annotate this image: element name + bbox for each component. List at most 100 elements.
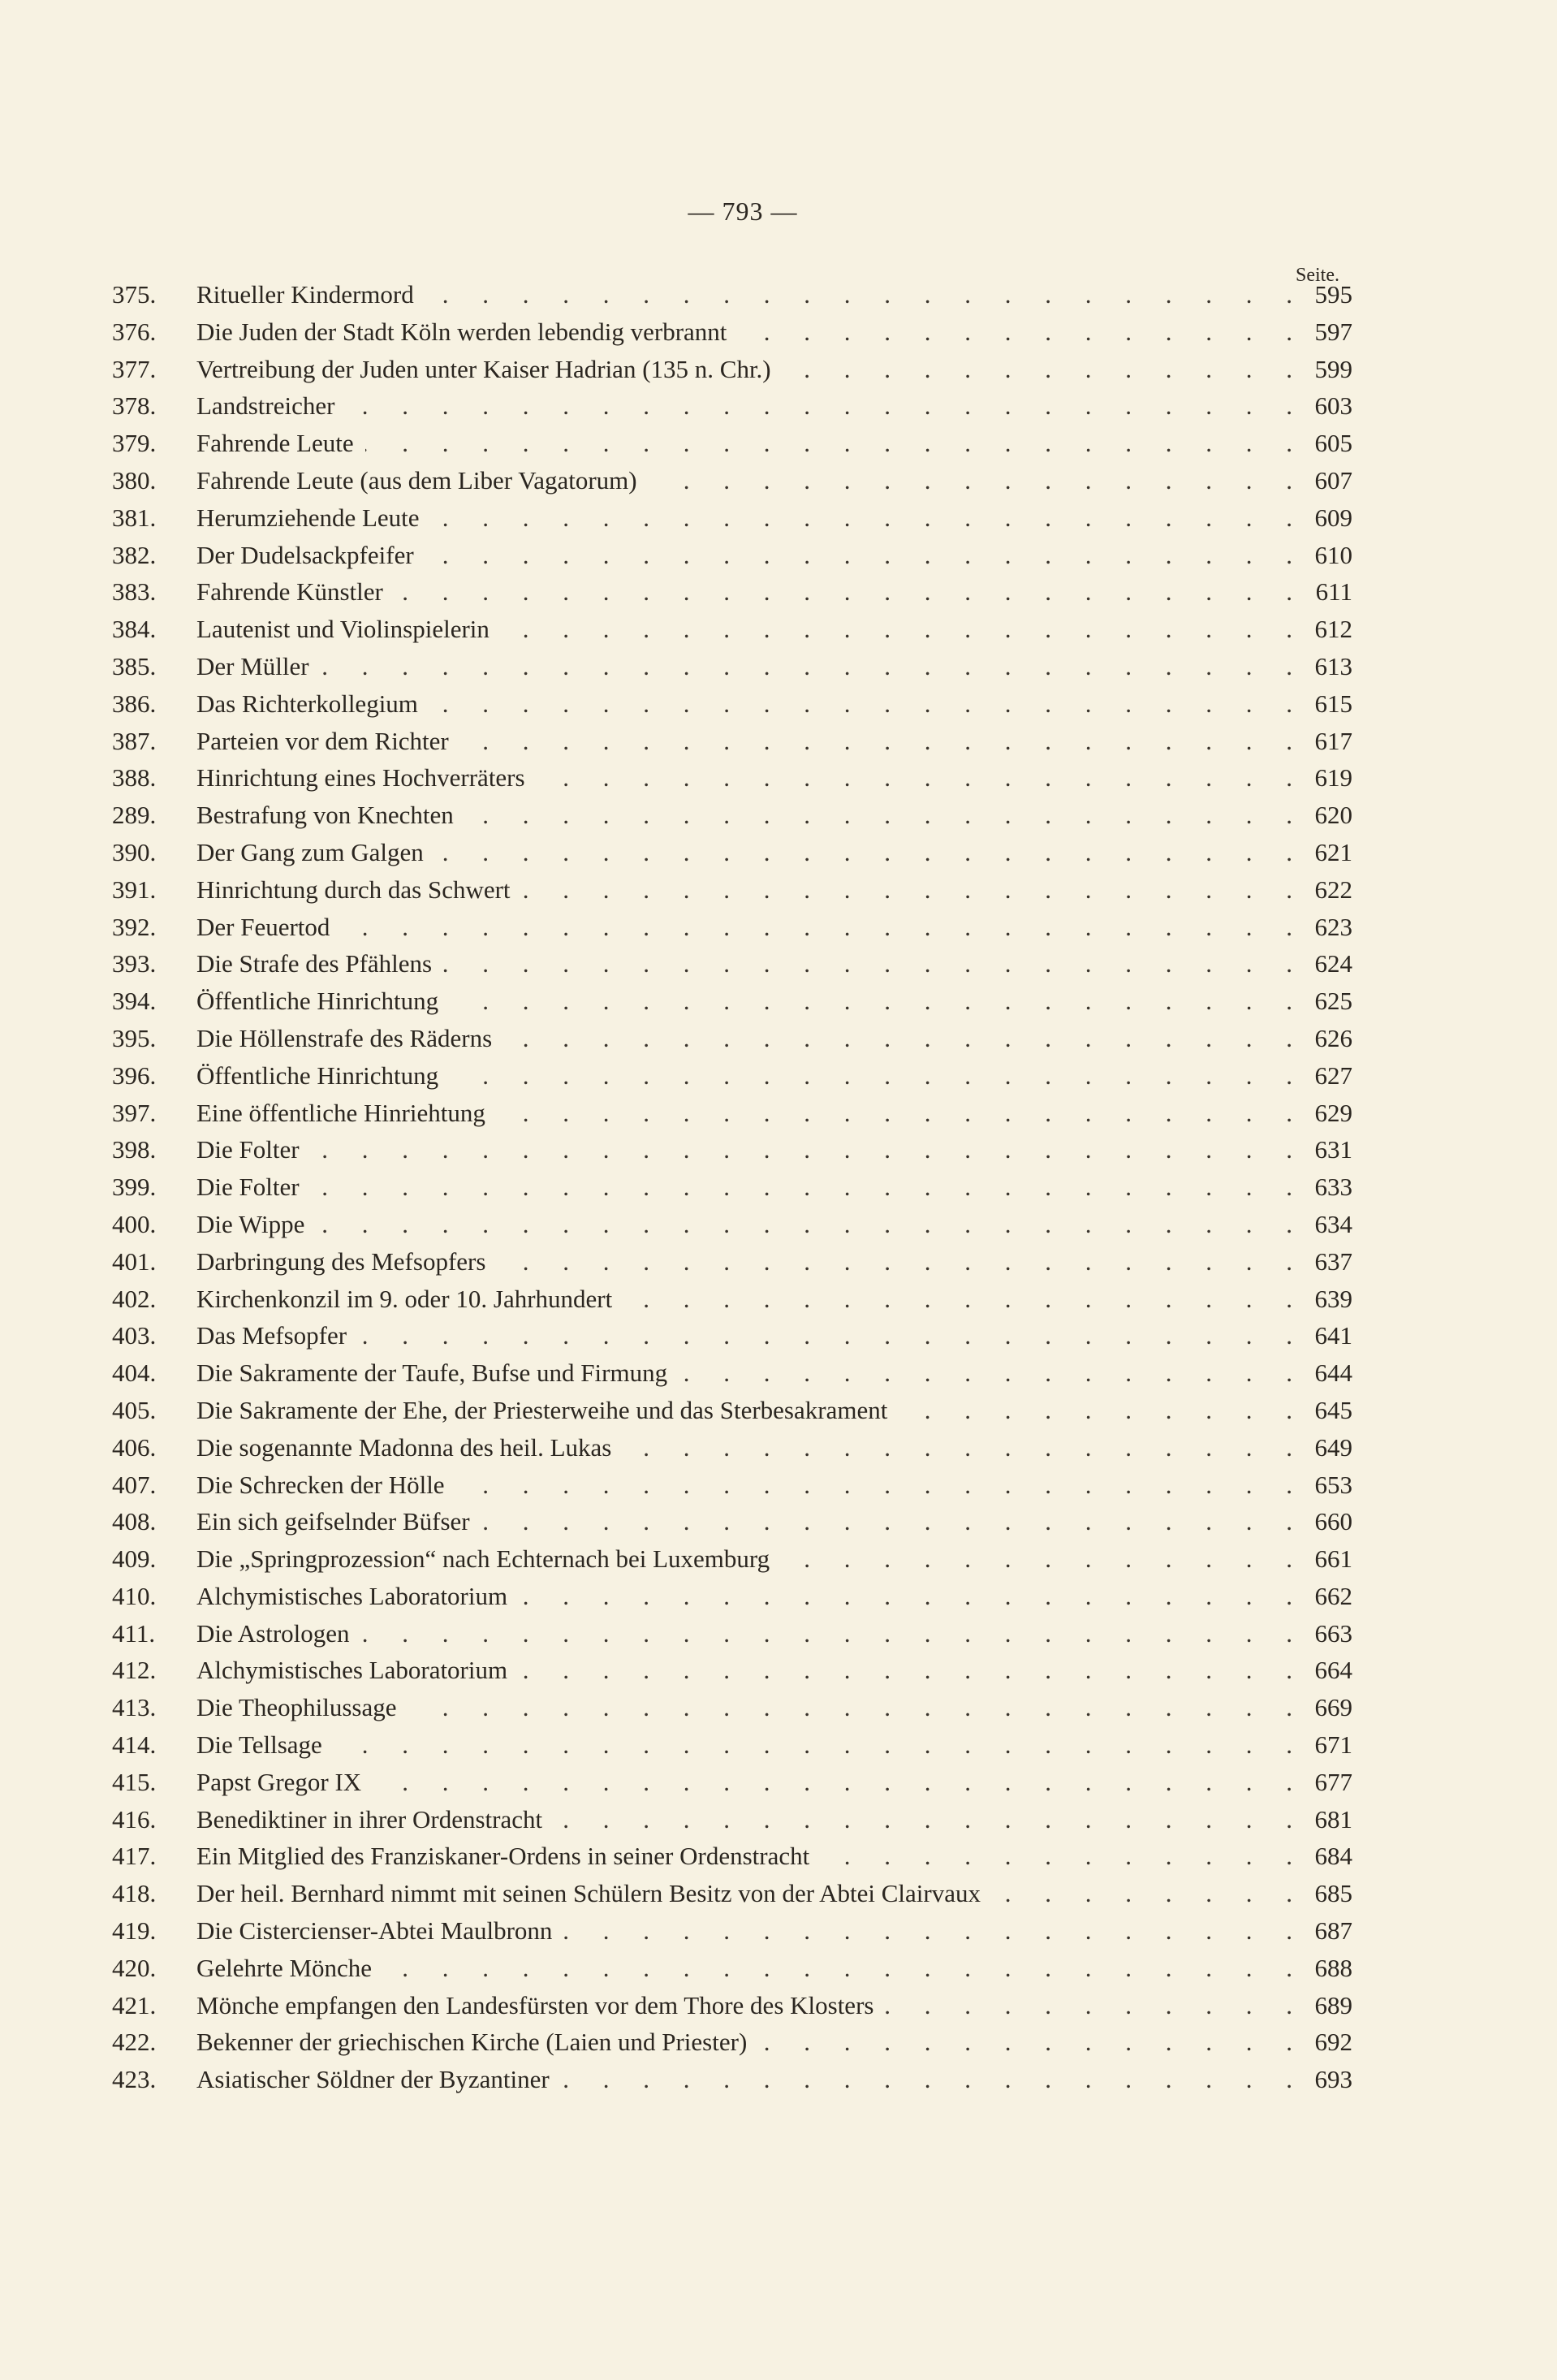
entry-page: 637: [1314, 1246, 1353, 1276]
toc-entry: 408. Ein sich geifselnder Büfser 660: [112, 1507, 1352, 1544]
entry-title: Der Dudelsackpfeifer: [196, 540, 414, 569]
toc-entry: 383. Fahrende Künstler 611: [112, 577, 1352, 615]
entry-number: 379.: [112, 429, 157, 458]
entry-number: 411.: [112, 1618, 156, 1648]
entry-page: 685: [1314, 1879, 1353, 1908]
entry-number: 418.: [112, 1879, 157, 1908]
entry-page: 619: [1314, 763, 1353, 793]
entry-page: 692: [1314, 2028, 1353, 2057]
entry-page: 649: [1314, 1432, 1353, 1462]
entry-title: Parteien vor dem Richter: [196, 726, 449, 755]
entry-number: 405.: [112, 1395, 157, 1424]
toc-entry: 417. Ein Mitglied des Franziskaner-Ordens…: [112, 1842, 1352, 1879]
toc-entry: 421. Mönche empfangen den Landesfürsten v…: [112, 1991, 1352, 2028]
toc-entry: 396. Öffentliche Hinrichtung 627: [112, 1061, 1352, 1099]
dot-leader: [429, 689, 1292, 719]
dot-leader: [497, 1247, 1292, 1276]
entry-number: 393.: [112, 949, 157, 978]
entry-title: Bestrafung von Knechten: [196, 801, 454, 830]
entry-number: 381.: [112, 503, 157, 532]
entry-page: 661: [1314, 1544, 1353, 1574]
entry-page: 620: [1314, 801, 1353, 830]
toc-entry: 410. Alchymistisches Laboratorium 662: [112, 1582, 1352, 1619]
entry-number: 375.: [112, 280, 157, 309]
entry-number: 402.: [112, 1284, 157, 1313]
entry-number: 416.: [112, 1804, 157, 1834]
dot-leader: [554, 1805, 1292, 1834]
toc-entry: 419. Die Cistercienser-Abtei Maulbronn 687: [112, 1916, 1352, 1954]
entry-number: 390.: [112, 837, 157, 866]
entry-title: Der Müller: [196, 651, 309, 680]
entry-title: Hinrichtung eines Hochverräters: [196, 763, 525, 793]
dot-leader: [465, 801, 1292, 830]
entry-title: Die Folter: [196, 1173, 300, 1202]
entry-title: Vertreibung der Juden unter Kaiser Hadri…: [196, 354, 771, 383]
entry-page: 612: [1314, 615, 1353, 644]
dot-leader: [460, 727, 1292, 756]
entry-title: Darbringung des Mefsopfers: [196, 1246, 486, 1276]
entry-number: 395.: [112, 1023, 157, 1052]
toc-entry: 393. Die Strafe des Pfählens 624: [112, 949, 1352, 987]
entry-title: Die Astrologen: [196, 1618, 350, 1648]
dot-leader: [821, 1842, 1292, 1871]
entry-number: 377.: [112, 354, 157, 383]
entry-page: 605: [1314, 429, 1353, 458]
entry-page: 689: [1314, 1990, 1353, 2019]
toc-entry: 405. Die Sakramente der Ehe, der Priester…: [112, 1396, 1352, 1433]
entry-page: 624: [1314, 949, 1353, 978]
entry-page: 688: [1314, 1953, 1353, 1982]
toc-entry: 387. Parteien vor dem Richter 617: [112, 727, 1352, 764]
toc-entry: 404. Die Sakramente der Taufe, Bufse und …: [112, 1358, 1352, 1396]
entry-title: Landstreicher: [196, 391, 335, 421]
entry-title: Die Schrecken der Hölle: [196, 1470, 445, 1499]
entry-number: 408.: [112, 1507, 157, 1536]
entry-number: 412.: [112, 1656, 157, 1685]
dot-leader: [334, 1730, 1292, 1760]
entry-title: Die Theophilussage: [196, 1693, 397, 1722]
entry-page: 641: [1314, 1321, 1353, 1350]
entry-number: 417.: [112, 1842, 157, 1871]
toc-entry: 376. Die Juden der Stadt Köln werden lebe…: [112, 317, 1352, 355]
toc-entry: 414. Die Tellsage 671: [112, 1730, 1352, 1768]
entry-title: Öffentliche Hinrichtung: [196, 987, 439, 1016]
entry-number: 392.: [112, 912, 157, 941]
dot-leader: [435, 838, 1292, 867]
entry-number: 419.: [112, 1916, 157, 1946]
entry-title: Alchymistisches Laboratorium: [196, 1581, 508, 1610]
dot-leader: [361, 1619, 1292, 1648]
entry-page: 693: [1314, 2065, 1353, 2094]
toc-entry: 398. Die Folter 631: [112, 1135, 1352, 1173]
dot-leader: [738, 317, 1292, 347]
entry-title: Lautenist und Violinspielerin: [196, 615, 490, 644]
entry-page: 644: [1314, 1358, 1353, 1388]
toc-entry: 394. Öffentliche Hinrichtung 625: [112, 987, 1352, 1024]
entry-number: 413.: [112, 1693, 157, 1722]
dot-leader: [497, 1099, 1292, 1128]
entry-number: 400.: [112, 1209, 157, 1238]
entry-page: 681: [1314, 1804, 1353, 1834]
entry-title: Mönche empfangen den Landesfürsten vor d…: [196, 1990, 874, 2019]
entry-page: 607: [1314, 465, 1353, 495]
dot-leader: [623, 1433, 1292, 1462]
entry-title: Der Feuertod: [196, 912, 330, 941]
entry-title: Gelehrte Mönche: [196, 1953, 373, 1982]
dot-leader: [679, 1358, 1292, 1388]
entry-number: 420.: [112, 1953, 157, 1982]
dot-leader: [443, 949, 1292, 978]
toc-entry: 375. Ritueller Kindermord 595: [112, 280, 1352, 317]
dot-leader: [373, 1768, 1292, 1797]
dot-leader: [992, 1879, 1292, 1908]
entry-number: 406.: [112, 1432, 157, 1462]
dot-leader: [885, 1991, 1292, 2020]
toc-entry: 401. Darbringung des Mefsopfers 637: [112, 1247, 1352, 1285]
dot-leader: [346, 391, 1292, 421]
entry-number: 421.: [112, 1990, 157, 2019]
entry-number: 403.: [112, 1321, 157, 1350]
toc-entry: 391. Hinrichtung durch das Schwert 622: [112, 875, 1352, 913]
page-number: — 793 —: [688, 197, 798, 226]
entry-page: 662: [1314, 1581, 1353, 1610]
entry-title: Bekenner der griechischen Kirche (Laien …: [196, 2028, 748, 2057]
dot-leader: [450, 1061, 1292, 1091]
entry-page: 664: [1314, 1656, 1353, 1685]
toc-entry: 412. Alchymistisches Laboratorium 664: [112, 1656, 1352, 1693]
